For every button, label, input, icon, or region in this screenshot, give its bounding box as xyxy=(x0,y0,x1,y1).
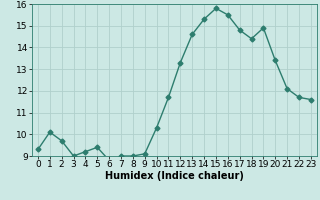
X-axis label: Humidex (Indice chaleur): Humidex (Indice chaleur) xyxy=(105,171,244,181)
